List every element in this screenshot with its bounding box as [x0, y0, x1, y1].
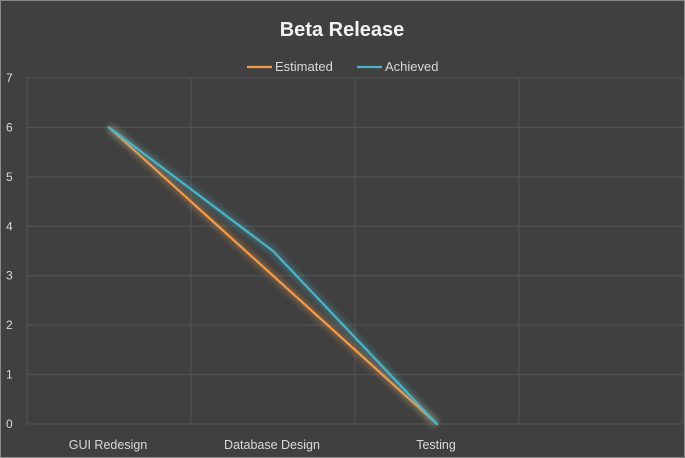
series-lines	[106, 124, 440, 427]
chart-title: Beta Release	[280, 19, 405, 41]
y-tick-label: 0	[6, 417, 13, 431]
gridlines	[26, 77, 684, 425]
x-tick-label: GUI Redesign	[69, 438, 148, 452]
y-tick-label: 5	[6, 170, 13, 184]
y-tick-label: 1	[6, 368, 13, 382]
data-point	[271, 249, 275, 253]
y-tick-label: 7	[6, 71, 13, 85]
x-tick-label: Testing	[416, 438, 456, 452]
y-tick-label: 3	[6, 269, 13, 283]
y-tick-label: 4	[6, 219, 13, 233]
axis-labels: 0 1 2 3 4 5 6 7 GUI Redesign Database Design Testi…	[6, 71, 456, 452]
x-tick-label: Database Design	[224, 438, 320, 452]
data-point	[107, 126, 111, 129]
legend-label-estimated: Estimated	[275, 59, 333, 74]
y-tick-label: 2	[6, 318, 13, 332]
legend-label-achieved: Achieved	[385, 59, 438, 74]
legend: Estimated Achieved	[247, 59, 438, 74]
data-point	[435, 422, 439, 426]
data-point	[271, 274, 275, 277]
y-tick-label: 6	[6, 120, 13, 134]
